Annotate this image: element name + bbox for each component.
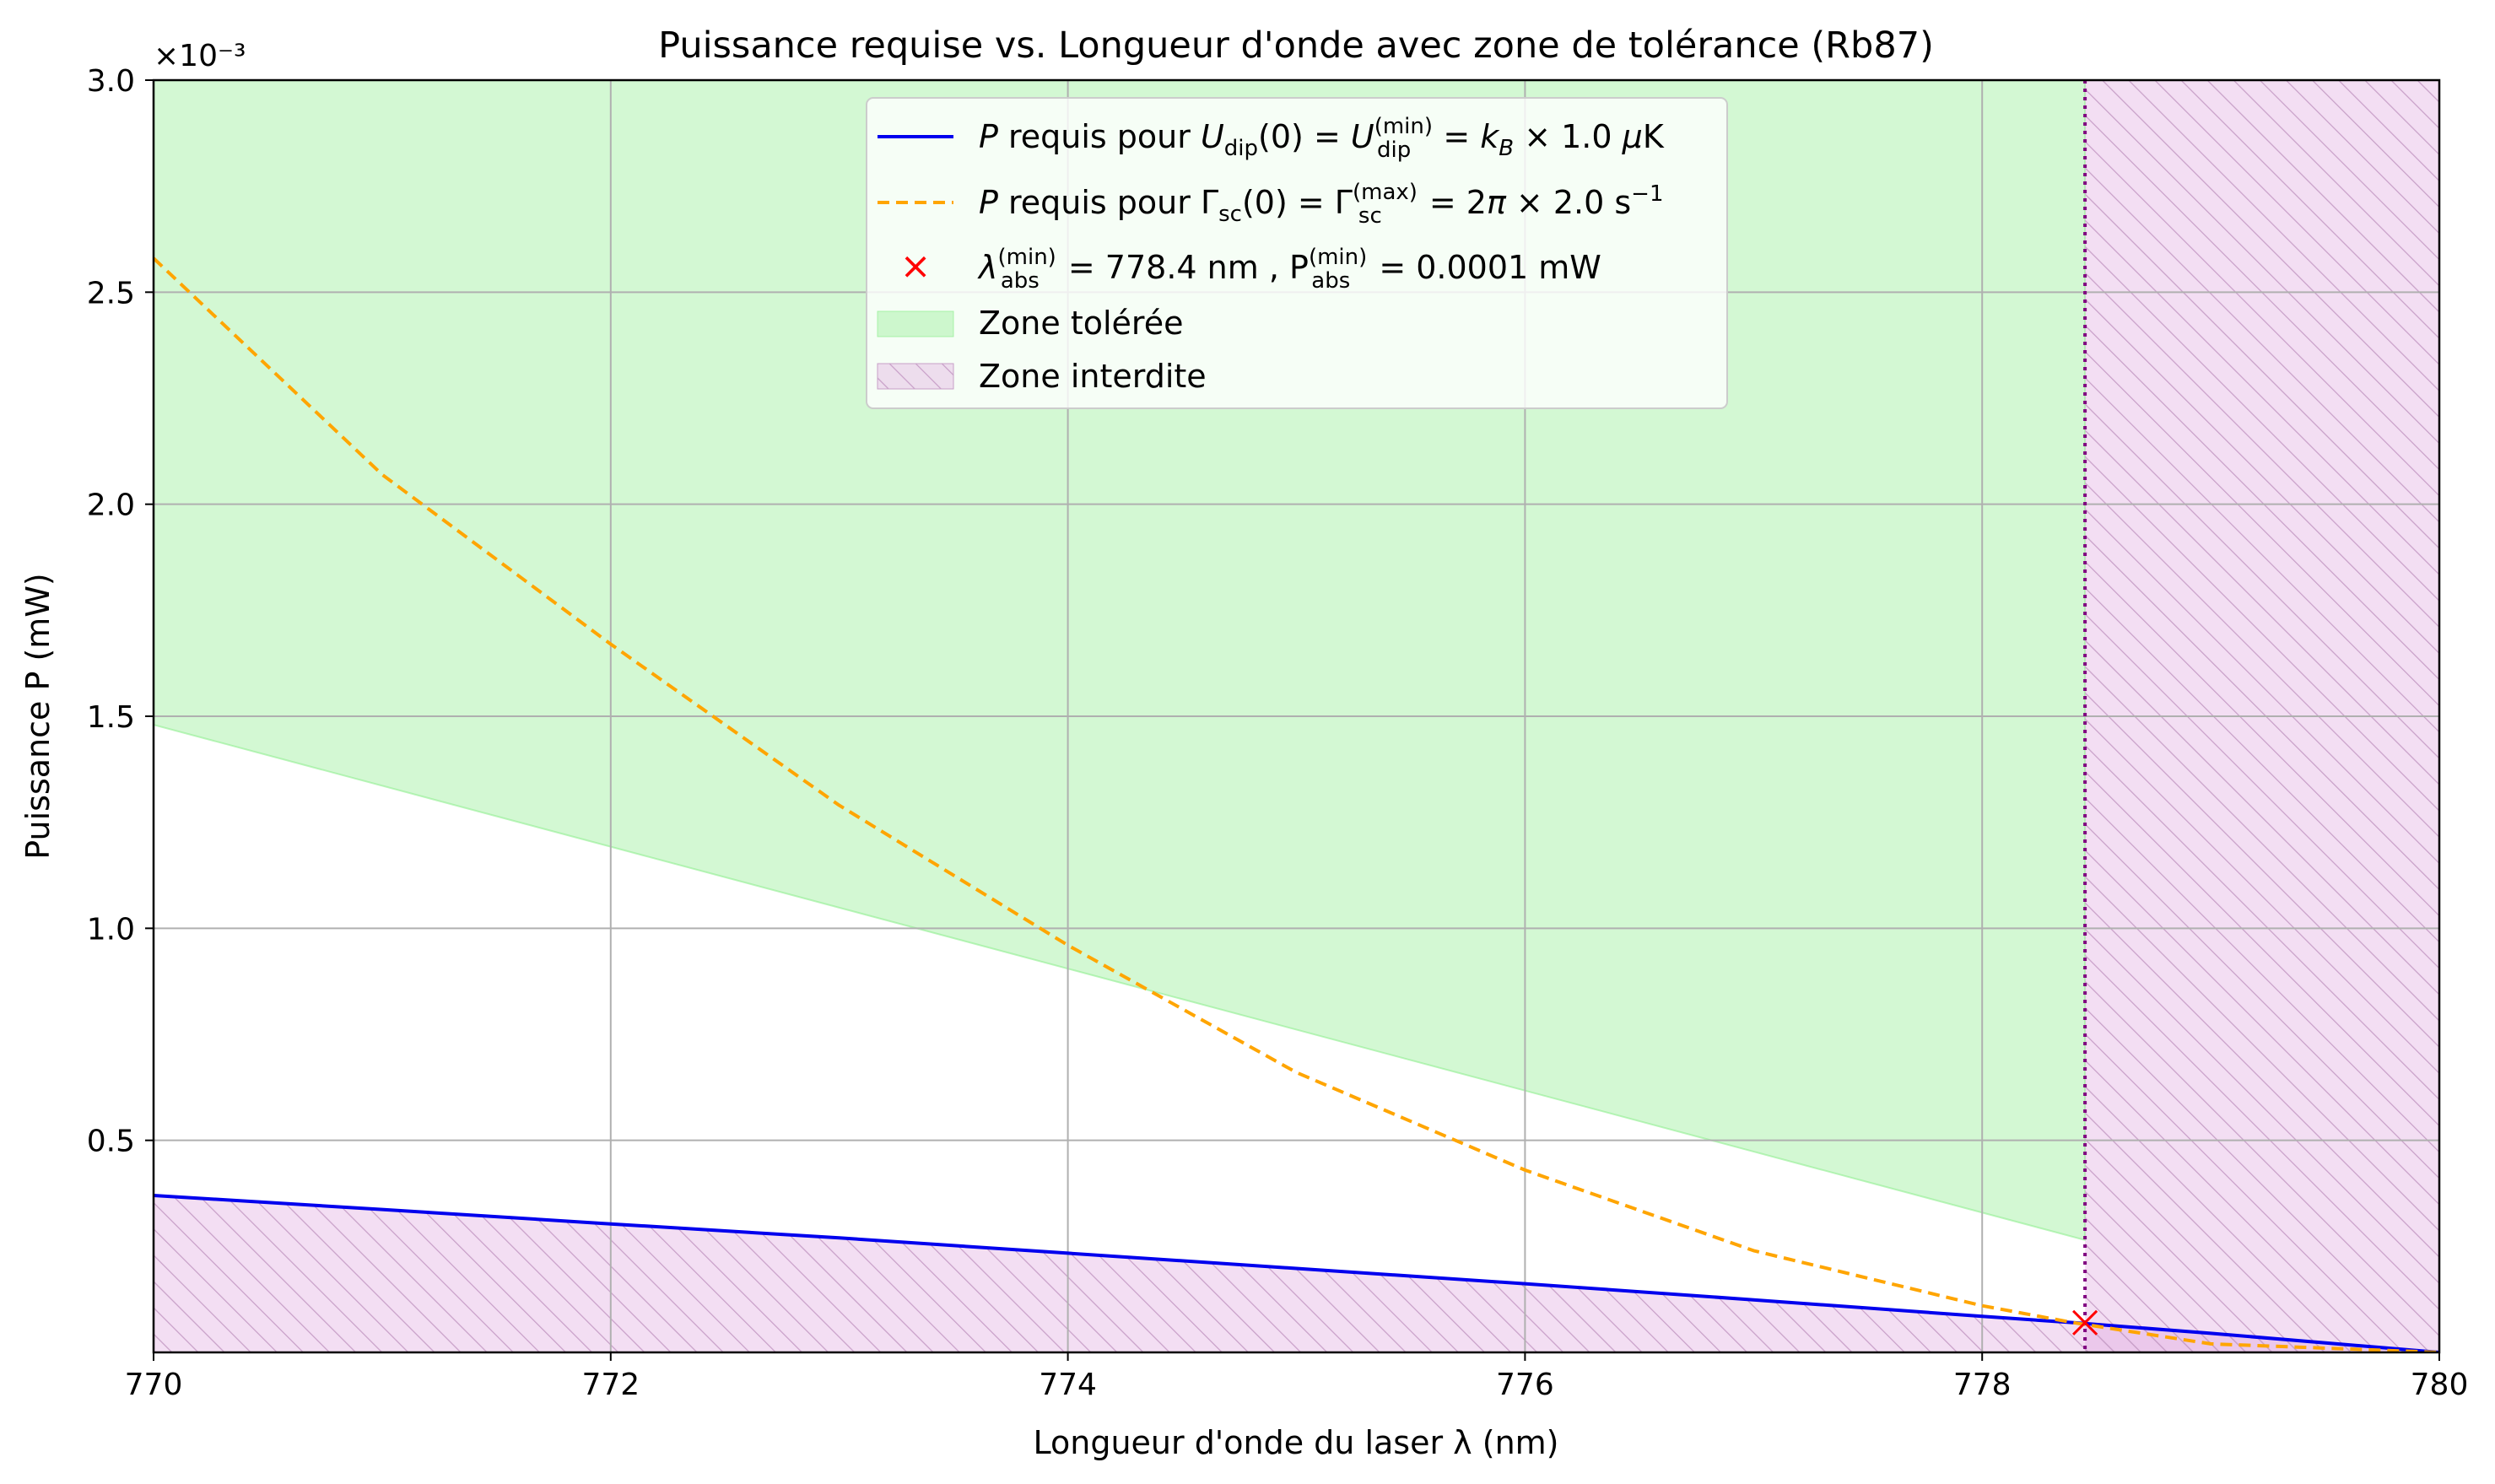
- y-tick-label: 1.5: [87, 700, 135, 735]
- y-tick-label: 3.0: [87, 64, 135, 99]
- series-line-udip: [154, 1194, 2439, 1352]
- x-tick-label: 778: [1953, 1368, 2012, 1402]
- x-tick-label: 772: [581, 1368, 640, 1402]
- y-tick-label: 2.0: [87, 488, 135, 523]
- absorption-marker: [2072, 1309, 2098, 1336]
- x-tick-label: 776: [1496, 1368, 1554, 1402]
- y-offset-label: ×10⁻³: [154, 39, 246, 73]
- y-tick-label: 0.5: [87, 1125, 135, 1159]
- x-axis-label: Longueur d'onde du laser λ (nm): [1033, 1424, 1558, 1461]
- plot-frame: [152, 78, 2441, 1354]
- legend-label-marker: λ(min) abs = 778.4 nm , P(min) abs = 0.000…: [977, 245, 1601, 294]
- y-tick-label: 2.5: [87, 276, 135, 310]
- legend-swatch-forbidden-hatch: [878, 364, 953, 389]
- legend-label-tolerated: Zone tolérée: [979, 305, 1183, 342]
- legend-swatch-tolerated: [877, 310, 954, 337]
- legend-label-forbidden: Zone interdite: [979, 358, 1207, 395]
- legend: P requis pour Udip(0) = U(min) dip = kB ×…: [866, 97, 1728, 409]
- x-tick-label: 770: [125, 1368, 183, 1402]
- legend-frame: [866, 97, 1728, 409]
- y-axis-label: Puissance P (mW): [19, 573, 57, 859]
- x-tick-label: 780: [2411, 1368, 2469, 1402]
- legend-label-gamma: P requis pour Γsc(0) = Γ(max) sc = 2π × 2…: [979, 180, 1663, 229]
- series-line-gamma: [154, 256, 2439, 1352]
- chart-title: Puissance requise vs. Longueur d'onde av…: [658, 24, 1934, 67]
- legend-label-udip: P requis pour Udip(0) = U(min) dip = kB ×…: [979, 114, 1665, 163]
- y-tick-label: 1.0: [87, 912, 135, 947]
- legend-swatch-marker: ×: [900, 245, 932, 288]
- forbidden-zone-below-hatch: [154, 1195, 2439, 1352]
- x-tick-label: 774: [1039, 1368, 1097, 1402]
